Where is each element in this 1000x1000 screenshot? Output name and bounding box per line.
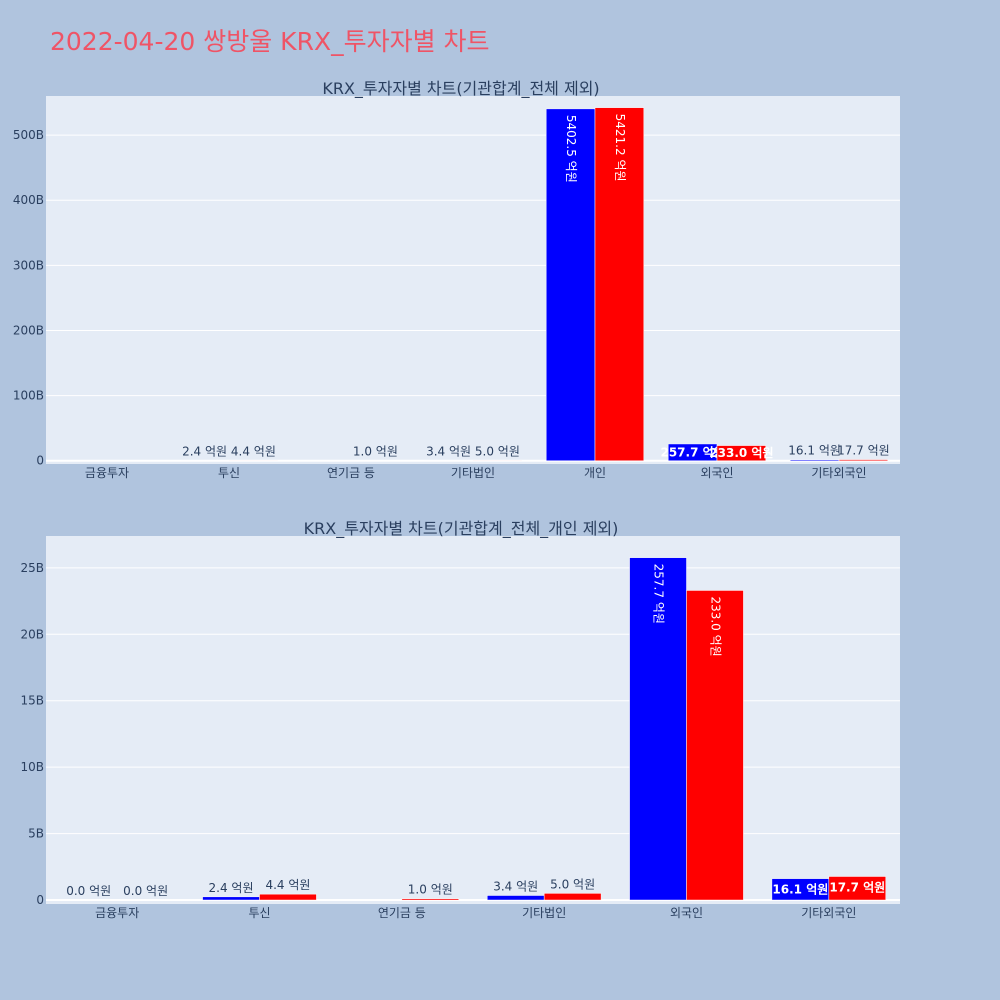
data-label: 2.4 억원: [209, 881, 254, 895]
data-label: 5421.2 억원: [613, 114, 627, 182]
x-tick-label: 연기금 등: [378, 906, 426, 920]
data-label: 233.0 억원: [708, 596, 722, 656]
plot-area-1: [46, 96, 900, 464]
bar-buy[interactable]: [629, 557, 687, 901]
y-tick-label: 100B: [13, 389, 44, 403]
bar-sell[interactable]: [401, 898, 460, 901]
y-tick-label: 5B: [28, 827, 44, 841]
data-label: 17.7 억원: [837, 444, 890, 458]
page-title: 2022-04-20 쌍방울 KRX_투자자별 차트: [50, 27, 490, 56]
data-label: 17.7 억원: [829, 880, 885, 894]
chart-title: KRX_투자자별 차트(기관합계_전체_개인 제외): [304, 519, 619, 539]
data-label: 5.0 억원: [550, 877, 595, 891]
x-tick-label: 기타법인: [522, 906, 566, 920]
y-tick-label: 15B: [20, 694, 44, 708]
x-tick-label: 개인: [584, 466, 606, 480]
bar-buy[interactable]: [202, 896, 260, 901]
data-label: 1.0 억원: [408, 883, 453, 897]
x-tick-label: 투신: [218, 466, 240, 480]
chart-title: KRX_투자자별 차트(기관합계_전체 제외): [322, 79, 599, 99]
data-label: 1.0 억원: [353, 445, 398, 459]
y-tick-label: 0: [36, 454, 44, 468]
data-label: 4.4 억원: [231, 444, 276, 458]
x-tick-label: 금융투자: [95, 906, 139, 920]
bar-sell[interactable]: [828, 876, 887, 901]
x-tick-label: 외국인: [670, 906, 703, 920]
bar-sell[interactable]: [716, 445, 767, 461]
data-label: 16.1 억원: [788, 444, 841, 458]
x-tick-label: 기타법인: [451, 466, 495, 480]
data-label: 5402.5 억원: [564, 115, 578, 183]
x-tick-label: 연기금 등: [327, 466, 375, 480]
y-tick-label: 25B: [20, 561, 44, 575]
data-label: 16.1 억원: [772, 882, 828, 896]
plot-area-2: [46, 536, 900, 904]
bar-sell[interactable]: [259, 893, 317, 901]
y-tick-label: 500B: [13, 128, 44, 142]
y-tick-label: 300B: [13, 258, 44, 272]
x-tick-label: 외국인: [700, 466, 733, 480]
y-tick-label: 200B: [13, 323, 44, 337]
y-tick-label: 400B: [13, 193, 44, 207]
y-tick-label: 20B: [20, 627, 44, 641]
bar-buy[interactable]: [486, 895, 545, 901]
data-label: 4.4 억원: [265, 878, 310, 892]
y-tick-label: 0: [36, 893, 44, 907]
bar-sell[interactable]: [543, 893, 602, 901]
bar-sell[interactable]: [838, 459, 889, 461]
x-tick-label: 투신: [248, 906, 270, 920]
x-tick-label: 금융투자: [85, 466, 129, 480]
x-tick-label: 기타외국인: [811, 466, 866, 480]
data-label: 2.4 억원: [182, 445, 227, 459]
data-label: 0.0 억원: [66, 884, 111, 898]
data-label: 233.0 억원: [709, 446, 773, 460]
y-tick-label: 10B: [20, 760, 44, 774]
data-label: 3.4 억원: [493, 879, 538, 893]
data-label: 257.7 억원: [652, 564, 666, 624]
bar-sell[interactable]: [686, 590, 744, 901]
data-label: 3.4 억원: [426, 445, 471, 459]
data-label: 0.0 억원: [123, 884, 168, 898]
data-label: 5.0 억원: [475, 444, 520, 458]
bar-sell[interactable]: [594, 107, 645, 461]
bar-buy[interactable]: [789, 459, 840, 461]
x-tick-label: 기타외국인: [801, 906, 856, 920]
data-label: 257.7 억원: [660, 445, 724, 459]
